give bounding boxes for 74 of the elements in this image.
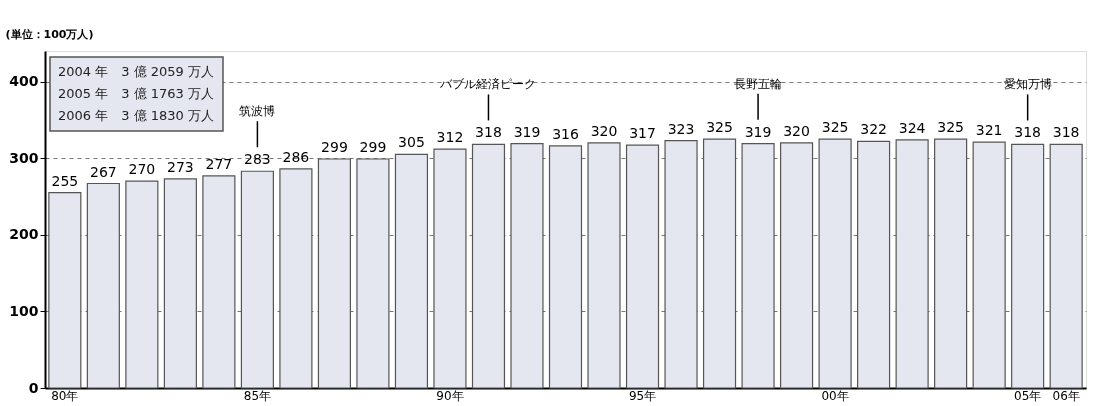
data-label: 299 [359, 138, 387, 155]
data-label: 319 [513, 123, 541, 140]
x-tick-label: 06年 [1052, 388, 1080, 403]
bar [1049, 143, 1083, 389]
x-tick-label: 90年 [436, 388, 464, 403]
data-label: 312 [436, 129, 464, 146]
bar [741, 143, 775, 389]
data-label: 318 [1052, 124, 1080, 141]
data-label: 324 [898, 119, 926, 136]
bar [471, 143, 506, 389]
x-tick-label: 95年 [628, 388, 657, 403]
bar [779, 142, 814, 389]
bar [163, 178, 197, 389]
data-label: 283 [244, 151, 271, 168]
bar [394, 153, 429, 389]
data-label: 320 [783, 122, 810, 139]
y-tick-label: 100 [9, 302, 39, 319]
data-label: 316 [552, 125, 579, 142]
x-tick-label: 05年 [1014, 388, 1042, 403]
bar [702, 138, 737, 389]
bar [510, 143, 544, 389]
data-label: 255 [51, 172, 79, 189]
y-axis-title: (単位：100万人) [5, 27, 94, 41]
bar [279, 168, 313, 389]
bar [202, 175, 236, 389]
annotation: 筑波博 [239, 104, 276, 119]
x-tick-label: 80年 [51, 388, 79, 403]
y-tick-label: 200 [9, 226, 39, 243]
bar [317, 158, 352, 389]
annotation: 長野五輪 [734, 76, 783, 91]
bar [548, 145, 583, 389]
bar [587, 142, 621, 389]
bar [625, 144, 660, 389]
x-tick-label: 00年 [821, 388, 849, 403]
data-label: 321 [975, 122, 1003, 139]
data-label: 325 [706, 119, 733, 136]
annotation: バブル経済ピーク [439, 77, 537, 92]
data-label: 286 [282, 148, 310, 165]
data-label: 320 [590, 122, 618, 139]
data-label: 270 [128, 161, 156, 178]
bar [356, 158, 390, 389]
bar [818, 138, 852, 389]
data-label: 318 [1014, 124, 1042, 141]
y-tick-label: 0 [28, 379, 39, 396]
x-tick-label: 85年 [243, 388, 272, 403]
annotation: 2005 年 3 億 1763 万人 [58, 86, 214, 101]
annotation: 2004 年 3 億 2059 万人 [58, 64, 214, 79]
data-label: 305 [398, 134, 425, 151]
bar [1011, 143, 1045, 389]
data-label: 317 [629, 125, 656, 142]
bar [664, 140, 698, 389]
bar [240, 170, 274, 389]
bar [86, 182, 120, 389]
data-label: 267 [89, 163, 117, 180]
annotation: 2006 年 3 億 1830 万人 [58, 108, 214, 123]
bar [125, 180, 159, 389]
bar [972, 141, 1006, 389]
data-label: 319 [744, 123, 772, 140]
bar [48, 192, 82, 389]
bar [433, 148, 467, 389]
y-tick-label: 300 [9, 149, 39, 166]
data-label: 299 [321, 138, 348, 155]
data-label: 273 [167, 158, 194, 175]
bar [857, 140, 891, 389]
bar [934, 138, 968, 389]
data-label: 323 [667, 120, 695, 137]
data-label: 325 [821, 119, 849, 136]
data-label: 318 [475, 124, 502, 141]
data-label: 325 [937, 119, 964, 136]
annotation: 愛知万博 [1003, 77, 1052, 92]
bar [895, 139, 929, 389]
data-label: 277 [205, 155, 233, 172]
data-label: 322 [860, 121, 887, 138]
y-tick-label: 400 [9, 73, 39, 90]
